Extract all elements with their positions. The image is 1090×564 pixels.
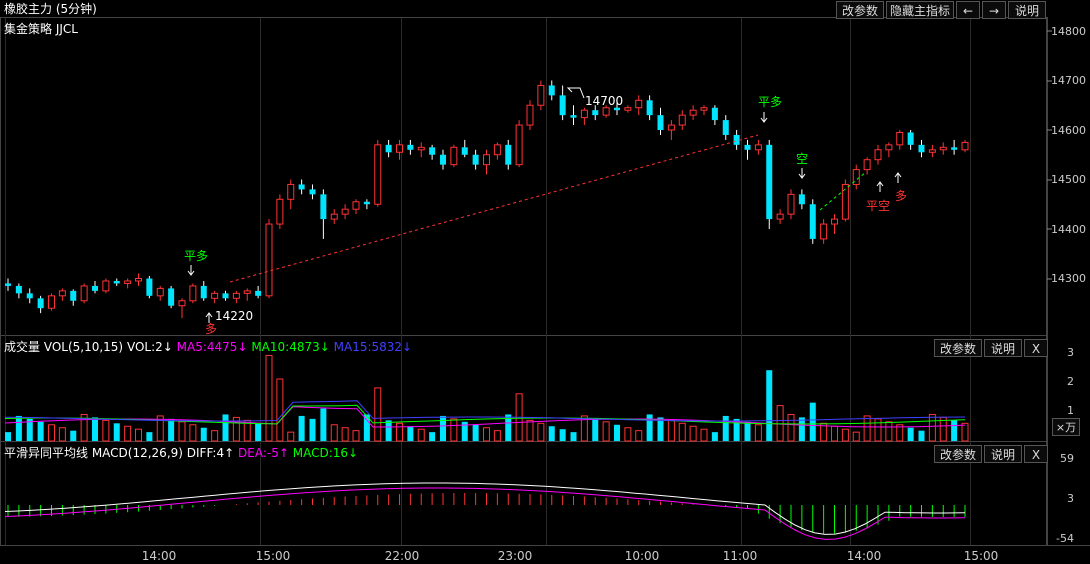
volume-label: 成交量 VOL(5,10,15) (4, 340, 124, 354)
arrow-right-icon[interactable]: → (982, 1, 1006, 19)
price-tick: 14700 (1051, 74, 1086, 87)
macd-diff: DIFF:4↑ (186, 446, 235, 460)
macd-header: 平滑异同平均线 MACD(12,26,9) DIFF:4↑ DEA:-5↑ MA… (4, 446, 358, 460)
arrow-left-icon[interactable]: ← (956, 1, 980, 19)
macd-tick: -54 (1056, 532, 1074, 545)
close-long-signal: 平多 (184, 249, 209, 263)
instrument-title: 橡胶主力 (5分钟) (4, 2, 97, 16)
strategy-name: 集金策略 JJCL (4, 22, 78, 36)
signal-marks (187, 87, 902, 323)
macd-lines (4, 482, 966, 540)
volume-tick: 2 (1067, 375, 1074, 388)
macd-bars (7, 493, 966, 534)
price-tick: 14300 (1051, 272, 1086, 285)
volume-ma15: MA15:5832↓ (333, 340, 413, 354)
price-tick: 14400 (1051, 223, 1086, 236)
grid (0, 17, 1090, 546)
close-long-signal: 平多 (758, 95, 783, 109)
short-signal: 空 (796, 152, 809, 166)
time-tick: 14:00 (141, 549, 177, 563)
volume-close-icon[interactable]: X (1024, 339, 1048, 357)
macd-label: 平滑异同平均线 MACD(12,26,9) (4, 446, 183, 460)
volume-ma10: MA10:4873↓ (251, 340, 330, 354)
time-tick: 15:00 (255, 549, 291, 563)
time-tick: 11:00 (722, 549, 758, 563)
time-tick: 14:00 (846, 549, 882, 563)
time-tick: 22:00 (384, 549, 420, 563)
volume-change-params-button[interactable]: 改参数 (934, 339, 982, 357)
close-short-signal: 平空 (866, 199, 891, 213)
volume-header: 成交量 VOL(5,10,15) VOL:2↓ MA5:4475↓ MA10:4… (4, 340, 412, 354)
macd-tick: 59 (1060, 452, 1074, 465)
volume-tick: 3 (1067, 346, 1074, 359)
macd-tick: 3 (1067, 492, 1074, 505)
macd-help-button[interactable]: 说明 (984, 445, 1022, 463)
price-tick: 14600 (1051, 124, 1086, 137)
volume-value: VOL:2↓ (126, 340, 173, 354)
long-signal: 多 (205, 322, 218, 336)
time-tick: 23:00 (497, 549, 533, 563)
time-tick: 15:00 (963, 549, 999, 563)
hide-main-indicator-button[interactable]: 隐藏主指标 (886, 1, 954, 19)
macd-close-icon[interactable]: X (1024, 445, 1048, 463)
time-tick: 10:00 (624, 549, 660, 563)
volume-ma5: MA5:4475↓ (176, 340, 248, 354)
price-tick: 14500 (1051, 173, 1086, 186)
price-tick: 14800 (1051, 25, 1086, 38)
candlesticks (5, 80, 969, 319)
low-price-label: 14220 (215, 309, 254, 323)
macd-change-params-button[interactable]: 改参数 (934, 445, 982, 463)
volume-unit-label: ×万 (1052, 418, 1080, 436)
change-params-button[interactable]: 改参数 (836, 1, 884, 19)
volume-tick: 1 (1067, 404, 1074, 417)
high-price-label: 14700 (585, 94, 624, 108)
volume-ma-lines (4, 400, 966, 428)
macd-dea: DEA:-5↑ (238, 446, 289, 460)
volume-bars (5, 354, 969, 442)
macd-value: MACD:16↓ (292, 446, 359, 460)
long-signal: 多 (895, 189, 908, 203)
help-button[interactable]: 说明 (1008, 1, 1046, 19)
volume-help-button[interactable]: 说明 (984, 339, 1022, 357)
